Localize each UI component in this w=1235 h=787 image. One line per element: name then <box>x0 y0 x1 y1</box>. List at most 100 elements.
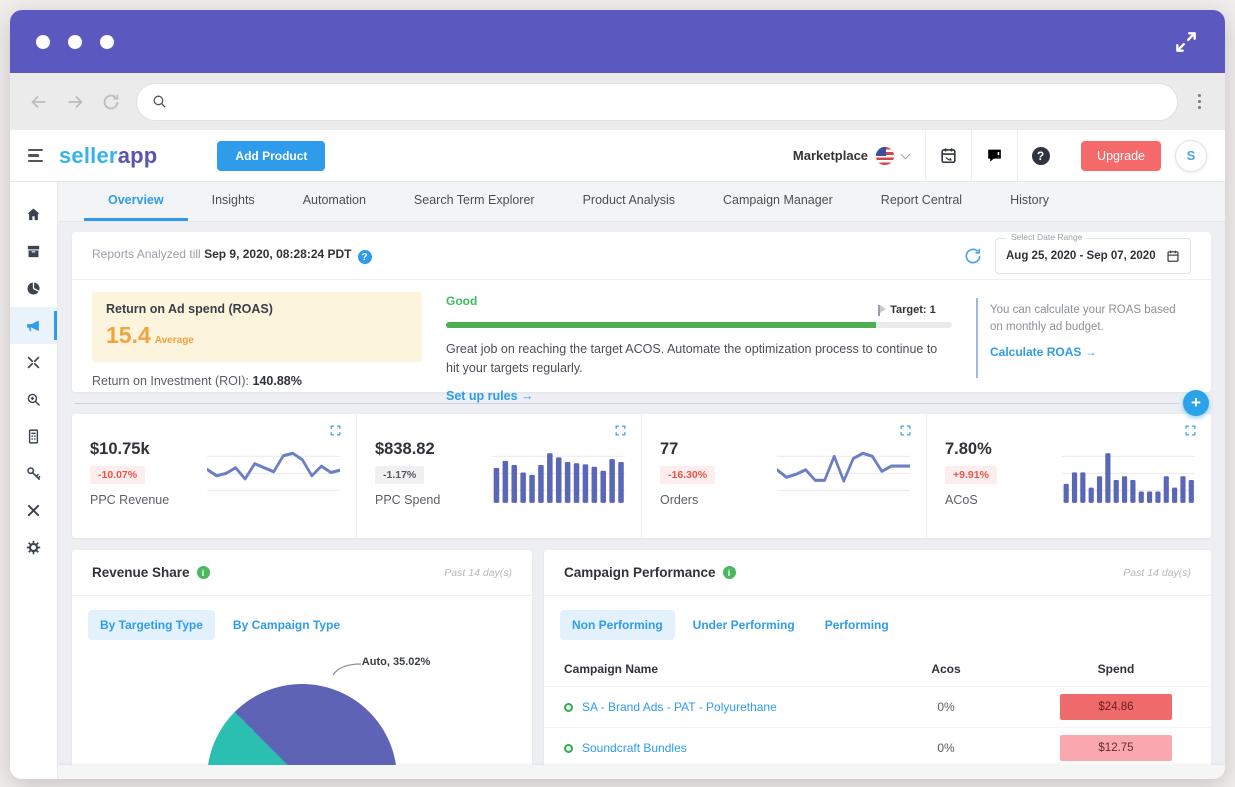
chevron-down-icon <box>900 149 911 159</box>
add-product-button[interactable]: Add Product <box>217 140 326 171</box>
tab-overview[interactable]: Overview <box>84 182 188 221</box>
tab-under-performing[interactable]: Under Performing <box>692 618 795 632</box>
roi-line: Return on Investment (ROI): 140.88% <box>92 374 302 388</box>
sidebar-item-negatives[interactable] <box>10 344 57 381</box>
tab-history[interactable]: History <box>1010 193 1049 207</box>
sidebar-item-home[interactable] <box>10 196 57 233</box>
expand-icon[interactable] <box>1184 424 1197 437</box>
tab-product-analysis[interactable]: Product Analysis <box>582 193 675 207</box>
tab-search-term-explorer[interactable]: Search Term Explorer <box>413 193 535 207</box>
calendar-button[interactable] <box>925 129 971 182</box>
nav-tabs: Overview Insights Automation Search Term… <box>58 182 1225 222</box>
expand-icon[interactable] <box>614 424 627 437</box>
roas-message: Great job on reaching the target ACOS. A… <box>446 342 938 376</box>
kpi-delta-badge: -16.30% <box>660 466 716 484</box>
add-widget-button[interactable]: + <box>1183 390 1209 416</box>
campaign-link[interactable]: Soundcraft Bundles <box>564 741 851 755</box>
tab-automation[interactable]: Automation <box>302 193 366 207</box>
sellerapp-logo[interactable]: sellerapp <box>59 142 158 168</box>
target-label: Target: 1 <box>890 304 936 316</box>
menu-icon[interactable] <box>28 148 43 163</box>
user-avatar[interactable]: S <box>1175 139 1207 172</box>
sidebar-item-orders[interactable] <box>10 233 57 270</box>
panel-title: Campaign Performance <box>564 565 716 580</box>
sidebar-item-keyword-research[interactable] <box>10 381 57 418</box>
expand-icon[interactable] <box>899 424 912 437</box>
panel-title: Revenue Share <box>92 565 190 580</box>
kpi-value: $10.75k <box>90 440 150 458</box>
sidebar-item-calculator[interactable] <box>10 418 57 455</box>
spend-badge: $24.86 <box>1060 694 1172 720</box>
upgrade-button[interactable]: Upgrade <box>1081 140 1161 171</box>
target-progress-fill <box>446 322 877 328</box>
browser-menu-icon[interactable] <box>1192 90 1207 113</box>
browser-titlebar <box>10 10 1225 73</box>
browser-toolbar <box>10 73 1225 130</box>
help-button[interactable]: ? <box>1017 129 1063 182</box>
roi-value: 140.88% <box>252 374 302 388</box>
forward-icon[interactable] <box>64 91 86 113</box>
sync-icon[interactable] <box>963 246 983 266</box>
sidebar-item-advertising[interactable] <box>10 307 57 344</box>
window-expand-icon[interactable] <box>1173 29 1199 55</box>
window-dot[interactable] <box>68 34 82 49</box>
window-bottom-strip <box>58 765 1225 779</box>
setup-rules-link[interactable]: Set up rules → <box>446 388 534 403</box>
kpi-value: 77 <box>660 440 679 458</box>
tab-by-targeting-type[interactable]: By Targeting Type <box>88 610 215 640</box>
calculate-roas-link[interactable]: Calculate ROAS → <box>990 344 1097 359</box>
marketplace-selector[interactable]: Marketplace <box>777 145 925 166</box>
kpi-row: $10.75k -10.07% PPC Revenue $838.82 -1.1… <box>72 414 1211 538</box>
address-bar[interactable] <box>136 82 1178 121</box>
info-icon[interactable]: i <box>196 566 210 579</box>
tab-by-campaign-type[interactable]: By Campaign Type <box>232 618 341 632</box>
calendar-icon <box>1166 249 1180 263</box>
browser-window: sellerapp Add Product Marketplace ? Upgr… <box>10 10 1225 779</box>
home-icon <box>25 206 42 223</box>
kpi-label: Orders <box>660 493 699 507</box>
spend-badge: $12.75 <box>1060 735 1172 761</box>
pie-leader-line <box>332 663 361 676</box>
tab-report-central[interactable]: Report Central <box>880 193 963 207</box>
info-icon[interactable]: ? <box>357 250 372 265</box>
roas-highlight-box: Return on Ad spend (ROAS) 15.4 Average <box>92 292 422 362</box>
tab-campaign-manager[interactable]: Campaign Manager <box>723 193 833 207</box>
sparkline-chart <box>205 444 342 506</box>
feedback-button[interactable] <box>971 129 1017 182</box>
roas-card: Reports Analyzed till Sep 9, 2020, 08:28… <box>72 231 1211 403</box>
tab-insights[interactable]: Insights <box>211 193 255 207</box>
reload-icon[interactable] <box>100 91 122 113</box>
sidebar-item-keywords[interactable] <box>10 455 57 492</box>
sidebar-item-analytics[interactable] <box>10 270 57 307</box>
campaign-link[interactable]: SA - Brand Ads - PAT - Polyurethane <box>564 700 851 714</box>
sidebar <box>10 182 58 779</box>
expand-icon[interactable] <box>329 424 342 437</box>
revenue-share-pie-chart[interactable] <box>207 684 397 765</box>
column-campaign-name: Campaign Name <box>564 662 659 676</box>
back-icon[interactable] <box>28 91 50 113</box>
date-range-label: Select Date Range <box>1006 231 1088 242</box>
search-input[interactable] <box>176 94 1163 109</box>
marketplace-label: Marketplace <box>792 148 869 163</box>
kpi-ppc-revenue: $10.75k -10.07% PPC Revenue <box>72 414 357 538</box>
pie-chart-icon <box>25 280 42 297</box>
megaphone-icon <box>25 317 42 334</box>
calculator-icon <box>25 428 42 445</box>
us-flag-icon <box>875 145 896 166</box>
window-dot[interactable] <box>36 34 50 49</box>
table-row: SA - Brand Ads - PAT - Polyurethane 0% $… <box>544 686 1211 728</box>
kpi-orders: 77 -16.30% Orders <box>642 414 927 538</box>
sidebar-item-settings[interactable] <box>10 529 57 566</box>
section-divider: + <box>74 390 1209 416</box>
status-dot-icon <box>564 702 573 712</box>
sparkline-chart <box>1061 444 1195 506</box>
tab-non-performing[interactable]: Non Performing <box>560 610 675 640</box>
window-dot[interactable] <box>100 34 114 49</box>
kpi-label: PPC Spend <box>375 493 441 507</box>
reports-timestamp: Sep 9, 2020, 08:28:24 PDT <box>204 246 352 261</box>
info-icon[interactable]: i <box>722 566 736 579</box>
date-range-picker[interactable]: Select Date Range Aug 25, 2020 - Sep 07,… <box>995 231 1191 274</box>
cross-arrows-icon <box>25 354 42 371</box>
tab-performing[interactable]: Performing <box>824 618 889 632</box>
sidebar-item-tools[interactable] <box>10 492 57 529</box>
